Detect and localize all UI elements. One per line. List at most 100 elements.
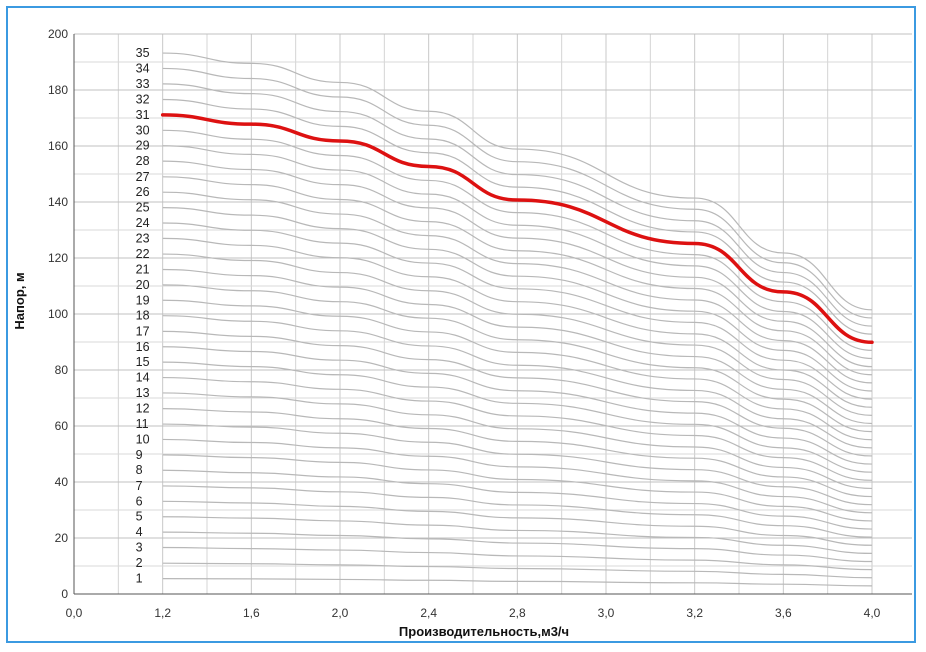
stage-curve-19 (162, 299, 873, 441)
stage-label-3: 3 (136, 541, 143, 555)
stage-label-11: 11 (136, 417, 149, 431)
stage-label-1: 1 (136, 572, 143, 586)
stage-label-27: 27 (136, 170, 150, 184)
y-tick-label: 200 (48, 27, 68, 41)
chart-frame: 1 2 3 4 5 6 7 8 9 10 11 12 13 14 15 16 17 18 19 20 21 22 23 24 2… (6, 6, 916, 643)
stage-label-32: 32 (136, 93, 150, 107)
y-tick-label: 120 (48, 251, 68, 265)
stage-label-17: 17 (136, 324, 150, 338)
stage-curve-14 (162, 376, 873, 481)
y-tick-labels: 0 20 40 60 80 100 120 140 160 180 200 (48, 27, 68, 601)
stage-curve-13 (162, 392, 873, 490)
stage-label-16: 16 (136, 340, 150, 354)
stage-curve-27 (162, 176, 873, 376)
x-tick-label: 2,0 (332, 606, 349, 620)
x-tick-label: 0,0 (66, 606, 83, 620)
stage-label-21: 21 (136, 262, 150, 276)
x-tick-label: 3,2 (686, 606, 703, 620)
stage-labels: 1234567891011121314151617181920212223242… (136, 46, 150, 586)
stage-label-20: 20 (136, 278, 150, 292)
stage-curve-30 (162, 129, 873, 351)
stage-label-23: 23 (136, 231, 150, 245)
stage-label-33: 33 (136, 77, 150, 91)
axes (73, 34, 912, 595)
y-tick-label: 60 (55, 419, 69, 433)
stage-curve-21 (162, 268, 873, 425)
x-tick-label: 3,0 (598, 606, 615, 620)
pump-curve-chart: 1234567891011121314151617181920212223242… (12, 27, 912, 639)
stage-curve-22 (162, 253, 873, 416)
stage-label-24: 24 (136, 216, 150, 230)
y-tick-label: 80 (55, 363, 69, 377)
stage-curve-29 (162, 145, 873, 360)
stage-curve-8 (162, 469, 873, 530)
stage-label-31: 31 (136, 108, 150, 122)
stage-label-5: 5 (136, 510, 143, 524)
stage-curve-23 (162, 237, 873, 408)
stage-label-30: 30 (136, 123, 150, 137)
stage-curve-12 (162, 408, 873, 498)
stage-label-34: 34 (136, 61, 150, 75)
stage-curve-15 (162, 361, 873, 473)
y-tick-label: 140 (48, 195, 68, 209)
stage-curve-6 (162, 500, 873, 546)
stage-label-15: 15 (136, 355, 150, 369)
x-tick-label: 1,2 (154, 606, 171, 620)
stage-curve-26 (162, 191, 873, 384)
stage-label-25: 25 (136, 201, 150, 215)
x-tick-label: 2,8 (509, 606, 526, 620)
stage-curve-34 (162, 67, 873, 319)
stage-curve-24 (162, 222, 873, 400)
y-tick-label: 100 (48, 307, 68, 321)
stage-curve-5 (162, 516, 873, 554)
stage-label-35: 35 (136, 46, 150, 60)
stage-label-9: 9 (136, 448, 143, 462)
stage-curve-20 (162, 284, 873, 433)
stage-label-6: 6 (136, 494, 143, 508)
x-tick-label: 4,0 (864, 606, 881, 620)
stage-curve-33 (162, 83, 873, 327)
y-tick-label: 20 (55, 531, 69, 545)
stage-label-13: 13 (136, 386, 150, 400)
y-tick-label: 180 (48, 83, 68, 97)
stage-label-18: 18 (136, 309, 150, 323)
stage-label-2: 2 (136, 556, 143, 570)
stage-label-22: 22 (136, 247, 150, 261)
stage-curve-4 (162, 531, 873, 563)
stage-label-19: 19 (136, 293, 150, 307)
y-tick-label: 0 (61, 587, 68, 601)
x-tick-label: 2,4 (420, 606, 437, 620)
stage-label-26: 26 (136, 185, 150, 199)
stage-curve-25 (162, 207, 873, 392)
highlighted-stage-curve (160, 113, 874, 345)
x-tick-label: 3,6 (775, 606, 792, 620)
stage-curve-10 (162, 438, 873, 514)
y-tick-label: 40 (55, 475, 69, 489)
stage-curve-7 (162, 485, 873, 538)
stage-label-8: 8 (136, 463, 143, 477)
stage-curve-32 (162, 98, 873, 335)
x-tick-label: 1,6 (243, 606, 260, 620)
stage-label-28: 28 (136, 154, 150, 168)
stage-label-29: 29 (136, 139, 150, 153)
stage-curve-11 (162, 423, 873, 506)
stage-curve-28 (162, 160, 873, 368)
stage-curve-18 (162, 315, 873, 449)
stage-label-4: 4 (136, 525, 143, 539)
stage-curve-9 (162, 454, 873, 522)
stage-label-12: 12 (136, 402, 150, 416)
stage-curve-1 (162, 578, 873, 587)
y-tick-label: 160 (48, 139, 68, 153)
stage-curve-2 (162, 562, 873, 579)
stage-curves (160, 52, 874, 587)
stage-curve-3 (162, 546, 873, 571)
y-axis-title: Напор, м (12, 272, 27, 329)
stage-label-14: 14 (136, 371, 150, 385)
x-axis-title: Производительность,м3/ч (399, 624, 569, 639)
stage-curve-35 (162, 52, 873, 311)
stage-label-10: 10 (136, 432, 150, 446)
stage-curve-16 (162, 346, 873, 465)
stage-label-7: 7 (136, 479, 143, 493)
stage-curve-17 (162, 330, 873, 457)
x-tick-labels: 0,0 1,2 1,6 2,0 2,4 2,8 3,0 3,2 3,6 4,0 (66, 606, 881, 620)
